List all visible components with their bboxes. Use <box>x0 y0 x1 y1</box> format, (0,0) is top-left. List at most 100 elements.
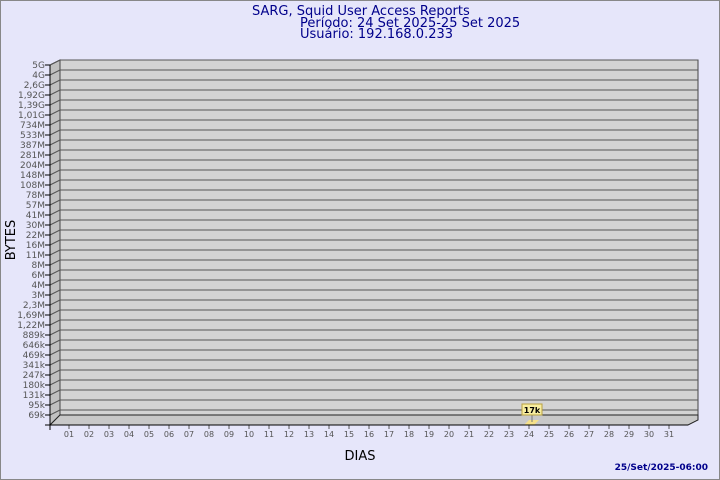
x-tick-label: 07 <box>184 430 194 439</box>
plot-back-wall <box>59 59 699 416</box>
y-tick-label: 30M <box>26 221 45 231</box>
x-tick-label: 28 <box>604 430 614 439</box>
grid-line-side <box>49 139 61 146</box>
grid-line-side <box>49 109 61 116</box>
y-tick-label: 5G <box>32 61 45 71</box>
grid-line-side <box>49 339 61 346</box>
y-tick-label: 889k <box>23 331 46 341</box>
grid-line-side <box>49 69 61 76</box>
x-tick-label: 18 <box>404 430 414 439</box>
grid-line-side <box>49 349 61 356</box>
x-tick-label: 27 <box>584 430 594 439</box>
grid-line-side <box>49 399 61 406</box>
y-tick-label: 533M <box>20 131 45 141</box>
grid-line-side <box>49 149 61 156</box>
x-tick-label: 12 <box>284 430 294 439</box>
grid-line-side <box>49 249 61 256</box>
x-tick-label: 11 <box>264 430 274 439</box>
x-tick-label: 03 <box>104 430 114 439</box>
y-tick-label: 2,6G <box>24 81 45 91</box>
x-tick-label: 26 <box>564 430 574 439</box>
grid-line-side <box>49 289 61 296</box>
chart-period: Período: 24 Set 2025-25 Set 2025 <box>300 16 520 31</box>
grid-line-side <box>49 279 61 286</box>
grid-line-side <box>49 259 61 266</box>
y-tick-label: 131k <box>23 391 46 401</box>
y-tick-label: 2,3M <box>23 301 45 311</box>
x-tick-label: 19 <box>424 430 434 439</box>
x-tick-label: 13 <box>304 430 314 439</box>
grid-line-side <box>49 159 61 166</box>
y-tick-label: 95k <box>28 401 45 411</box>
x-tick-label: 04 <box>124 430 134 439</box>
grid-line-side <box>49 219 61 226</box>
data-label-box <box>521 403 543 416</box>
y-tick-label: 281M <box>20 151 45 161</box>
y-tick-label: 22M <box>26 231 45 241</box>
y-tick-label: 8M <box>32 261 46 271</box>
y-tick-label: 4M <box>32 281 46 291</box>
bar-day-24 <box>524 420 539 425</box>
y-tick-label: 148M <box>20 171 45 181</box>
x-tick-label: 16 <box>364 430 374 439</box>
x-tick-label: 25 <box>544 430 554 439</box>
x-tick-label: 30 <box>644 430 654 439</box>
grid-line-side <box>49 99 61 106</box>
grid-line-side <box>49 129 61 136</box>
x-tick-label: 24 <box>524 430 534 439</box>
y-tick-label: 646k <box>23 341 46 351</box>
x-tick-label: 14 <box>324 430 334 439</box>
grid-line-side <box>49 59 61 66</box>
y-tick-label: 341k <box>23 361 46 371</box>
y-tick-label: 1,92G <box>18 91 45 101</box>
y-tick-label: 57M <box>26 201 45 211</box>
grid-line-side <box>49 239 61 246</box>
y-tick-label: 469k <box>23 351 46 361</box>
grid-line-side <box>49 379 61 386</box>
x-tick-label: 22 <box>484 430 494 439</box>
y-tick-label: 78M <box>26 191 45 201</box>
x-tick-label: 05 <box>144 430 154 439</box>
y-tick-label: 247k <box>23 371 46 381</box>
y-tick-label: 11M <box>26 251 45 261</box>
y-tick-label: 1,22M <box>17 321 45 331</box>
grid-line-side <box>49 409 61 416</box>
chart-title: SARG, Squid User Access Reports <box>252 4 470 19</box>
y-tick-label: 734M <box>20 121 45 131</box>
y-tick-label: 1,69M <box>17 311 45 321</box>
grid-line-side <box>49 389 61 396</box>
x-tick-label: 01 <box>64 430 74 439</box>
x-tick-label: 02 <box>84 430 94 439</box>
grid-line-side <box>49 209 61 216</box>
plot-floor <box>48 414 699 426</box>
grid-line-side <box>49 229 61 236</box>
grid-line-side <box>49 269 61 276</box>
data-label: 17k <box>524 406 541 415</box>
grid-line-side <box>49 369 61 376</box>
grid-line-side <box>49 329 61 336</box>
y-tick-label: 16M <box>26 241 45 251</box>
x-axis-label: DIAS <box>345 449 376 464</box>
grid-line-side <box>49 189 61 196</box>
grid-line-side <box>49 79 61 86</box>
x-tick-label: 21 <box>464 430 474 439</box>
x-tick-label: 15 <box>344 430 354 439</box>
x-tick-label: 08 <box>204 430 214 439</box>
chart-user: Usuário: 192.168.0.233 <box>300 27 453 42</box>
y-tick-label: 180k <box>23 381 46 391</box>
x-tick-label: 06 <box>164 430 174 439</box>
y-tick-label: 387M <box>20 141 45 151</box>
grid-line-side <box>49 299 61 306</box>
x-tick-label: 20 <box>444 430 454 439</box>
x-tick-label: 31 <box>664 430 674 439</box>
grid-line-side <box>49 179 61 186</box>
y-tick-label: 3M <box>32 291 46 301</box>
y-tick-label: 204M <box>20 161 45 171</box>
x-tick-label: 09 <box>224 430 234 439</box>
grid-line-side <box>49 169 61 176</box>
y-tick-label: 69k <box>28 411 45 421</box>
grid-line-side <box>49 319 61 326</box>
x-tick-label: 10 <box>244 430 254 439</box>
y-tick-label: 41M <box>26 211 45 221</box>
